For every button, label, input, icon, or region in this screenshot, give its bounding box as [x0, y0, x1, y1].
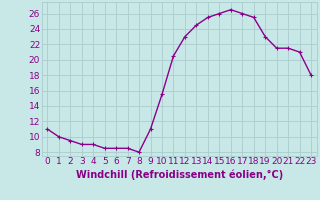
X-axis label: Windchill (Refroidissement éolien,°C): Windchill (Refroidissement éolien,°C)	[76, 169, 283, 180]
